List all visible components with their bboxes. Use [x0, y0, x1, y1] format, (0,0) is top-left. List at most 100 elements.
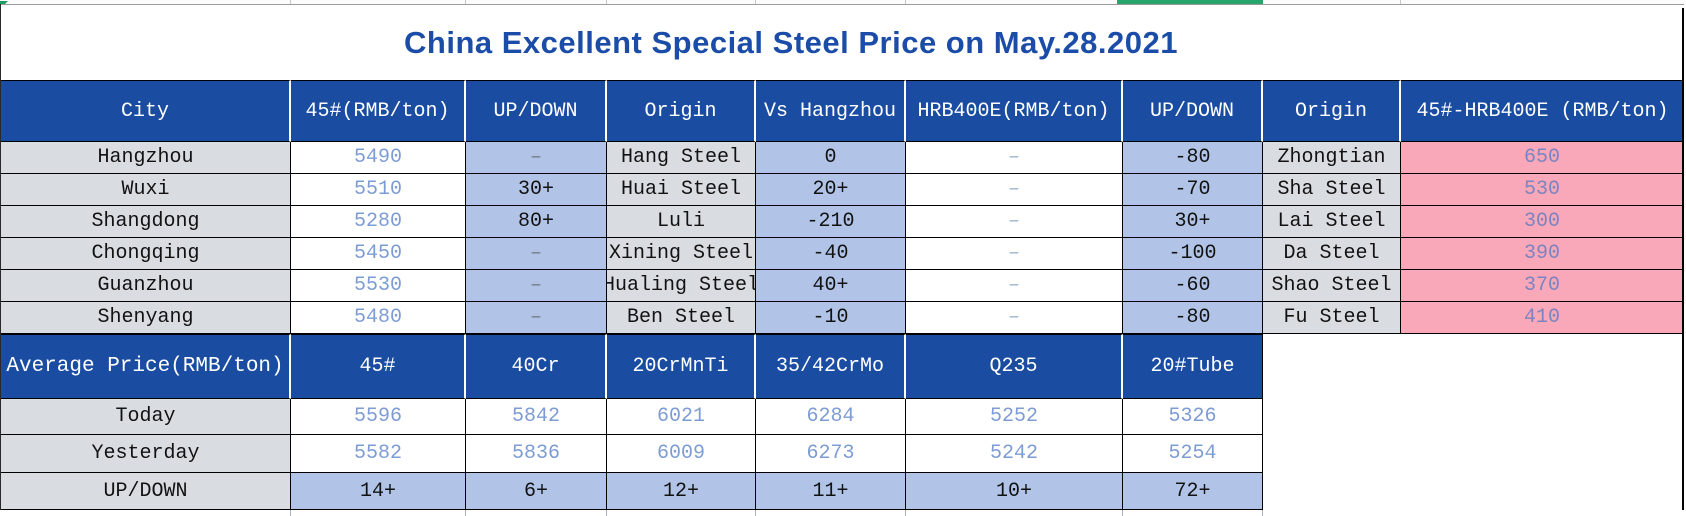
- avg-value-cell[interactable]: 5842: [466, 399, 607, 435]
- updown-45-cell[interactable]: –: [466, 270, 607, 302]
- gridline-stub: [1262, 510, 1263, 516]
- avg-updown-cell[interactable]: 12+: [607, 473, 756, 510]
- row-label-cell[interactable]: Today: [1, 399, 291, 435]
- diff-cell[interactable]: 390: [1401, 238, 1684, 270]
- origin-hrb-cell[interactable]: Zhongtian: [1263, 142, 1401, 174]
- title-cell[interactable]: China Excellent Special Steel Price on M…: [1, 5, 1581, 80]
- avg-value-cell[interactable]: 6273: [756, 435, 906, 473]
- row-label-cell[interactable]: Yesterday: [1, 435, 291, 473]
- avg-value-cell[interactable]: 5252: [906, 399, 1123, 435]
- avg-value-cell[interactable]: 6284: [756, 399, 906, 435]
- header-grade-20crmnti[interactable]: 20CrMnTi: [607, 334, 756, 399]
- avg-updown-cell[interactable]: 14+: [291, 473, 466, 510]
- diff-cell[interactable]: 530: [1401, 174, 1684, 206]
- city-cell[interactable]: Shangdong: [1, 206, 291, 238]
- price-hrb-cell[interactable]: –: [906, 302, 1123, 334]
- vs-hangzhou-cell[interactable]: -10: [756, 302, 906, 334]
- avg-value-cell[interactable]: 6021: [607, 399, 756, 435]
- gridline-stub: [606, 0, 607, 4]
- city-cell[interactable]: Hangzhou: [1, 142, 291, 174]
- price-row-shangdong: Shangdong 5280 80+ Luli -210 – 30+ Lai S…: [1, 206, 1684, 238]
- vs-hangzhou-cell[interactable]: 20+: [756, 174, 906, 206]
- updown-45-cell[interactable]: 80+: [466, 206, 607, 238]
- city-cell[interactable]: Chongqing: [1, 238, 291, 270]
- vs-hangzhou-cell[interactable]: -40: [756, 238, 906, 270]
- avg-value-cell[interactable]: 6009: [607, 435, 756, 473]
- diff-cell[interactable]: 370: [1401, 270, 1684, 302]
- price-45-cell[interactable]: 5450: [291, 238, 466, 270]
- gridline-stub: [1400, 0, 1401, 4]
- origin-45-cell[interactable]: Ben Steel: [607, 302, 756, 334]
- price-45-cell[interactable]: 5480: [291, 302, 466, 334]
- avg-value-cell[interactable]: 5596: [291, 399, 466, 435]
- avg-value-cell[interactable]: 5582: [291, 435, 466, 473]
- gridline-stub: [755, 0, 756, 4]
- avg-updown-cell[interactable]: 10+: [906, 473, 1123, 510]
- updown-hrb-cell[interactable]: -70: [1123, 174, 1263, 206]
- gridline-stub: [905, 510, 906, 516]
- diff-cell[interactable]: 410: [1401, 302, 1684, 334]
- row-label-cell[interactable]: UP/DOWN: [1, 473, 291, 510]
- diff-cell[interactable]: 300: [1401, 206, 1684, 238]
- updown-45-cell[interactable]: –: [466, 302, 607, 334]
- diff-cell[interactable]: 650: [1401, 142, 1684, 174]
- updown-hrb-cell[interactable]: 30+: [1123, 206, 1263, 238]
- avg-updown-cell[interactable]: 72+: [1123, 473, 1263, 510]
- origin-45-cell[interactable]: Luli: [607, 206, 756, 238]
- updown-hrb-cell[interactable]: -80: [1123, 142, 1263, 174]
- updown-hrb-cell[interactable]: -100: [1123, 238, 1263, 270]
- vs-hangzhou-cell[interactable]: 40+: [756, 270, 906, 302]
- avg-value-cell[interactable]: 5326: [1123, 399, 1263, 435]
- origin-hrb-cell[interactable]: Shao Steel: [1263, 270, 1401, 302]
- updown-45-cell[interactable]: –: [466, 142, 607, 174]
- header-price-hrb400e[interactable]: HRB400E(RMB/ton): [906, 80, 1123, 142]
- city-cell[interactable]: Wuxi: [1, 174, 291, 206]
- price-hrb-cell[interactable]: –: [906, 142, 1123, 174]
- city-cell[interactable]: Guanzhou: [1, 270, 291, 302]
- average-row-today: Today 5596 5842 6021 6284 5252 5326: [1, 399, 1684, 435]
- origin-hrb-cell[interactable]: Lai Steel: [1263, 206, 1401, 238]
- origin-45-cell[interactable]: Hualing Steel: [607, 270, 756, 302]
- avg-updown-cell[interactable]: 11+: [756, 473, 906, 510]
- avg-value-cell[interactable]: 5836: [466, 435, 607, 473]
- origin-hrb-cell[interactable]: Fu Steel: [1263, 302, 1401, 334]
- header-grade-3542crmo[interactable]: 35/42CrMo: [756, 334, 906, 399]
- price-45-cell[interactable]: 5490: [291, 142, 466, 174]
- header-diff[interactable]: 45#-HRB400E (RMB/ton): [1401, 80, 1684, 142]
- header-city[interactable]: City: [1, 80, 291, 142]
- price-hrb-cell[interactable]: –: [906, 238, 1123, 270]
- updown-hrb-cell[interactable]: -80: [1123, 302, 1263, 334]
- origin-hrb-cell[interactable]: Sha Steel: [1263, 174, 1401, 206]
- price-45-cell[interactable]: 5530: [291, 270, 466, 302]
- updown-hrb-cell[interactable]: -60: [1123, 270, 1263, 302]
- price-hrb-cell[interactable]: –: [906, 270, 1123, 302]
- price-45-cell[interactable]: 5510: [291, 174, 466, 206]
- header-updown-45[interactable]: UP/DOWN: [466, 80, 607, 142]
- header-grade-45[interactable]: 45#: [291, 334, 466, 399]
- gridline-stub: [905, 0, 906, 4]
- header-updown-hrb[interactable]: UP/DOWN: [1123, 80, 1263, 142]
- city-cell[interactable]: Shenyang: [1, 302, 291, 334]
- updown-45-cell[interactable]: –: [466, 238, 607, 270]
- origin-45-cell[interactable]: Xining Steel: [607, 238, 756, 270]
- header-average-price[interactable]: Average Price(RMB/ton): [1, 334, 291, 399]
- header-vs-hangzhou[interactable]: Vs Hangzhou: [756, 80, 906, 142]
- vs-hangzhou-cell[interactable]: 0: [756, 142, 906, 174]
- header-grade-20tube[interactable]: 20#Tube: [1123, 334, 1263, 399]
- header-origin-hrb[interactable]: Origin: [1263, 80, 1401, 142]
- origin-hrb-cell[interactable]: Da Steel: [1263, 238, 1401, 270]
- avg-updown-cell[interactable]: 6+: [466, 473, 607, 510]
- header-grade-40cr[interactable]: 40Cr: [466, 334, 607, 399]
- origin-45-cell[interactable]: Huai Steel: [607, 174, 756, 206]
- vs-hangzhou-cell[interactable]: -210: [756, 206, 906, 238]
- updown-45-cell[interactable]: 30+: [466, 174, 607, 206]
- header-origin-45[interactable]: Origin: [607, 80, 756, 142]
- avg-value-cell[interactable]: 5242: [906, 435, 1123, 473]
- price-45-cell[interactable]: 5280: [291, 206, 466, 238]
- header-grade-q235[interactable]: Q235: [906, 334, 1123, 399]
- price-hrb-cell[interactable]: –: [906, 174, 1123, 206]
- header-price-45[interactable]: 45#(RMB/ton): [291, 80, 466, 142]
- price-hrb-cell[interactable]: –: [906, 206, 1123, 238]
- origin-45-cell[interactable]: Hang Steel: [607, 142, 756, 174]
- avg-value-cell[interactable]: 5254: [1123, 435, 1263, 473]
